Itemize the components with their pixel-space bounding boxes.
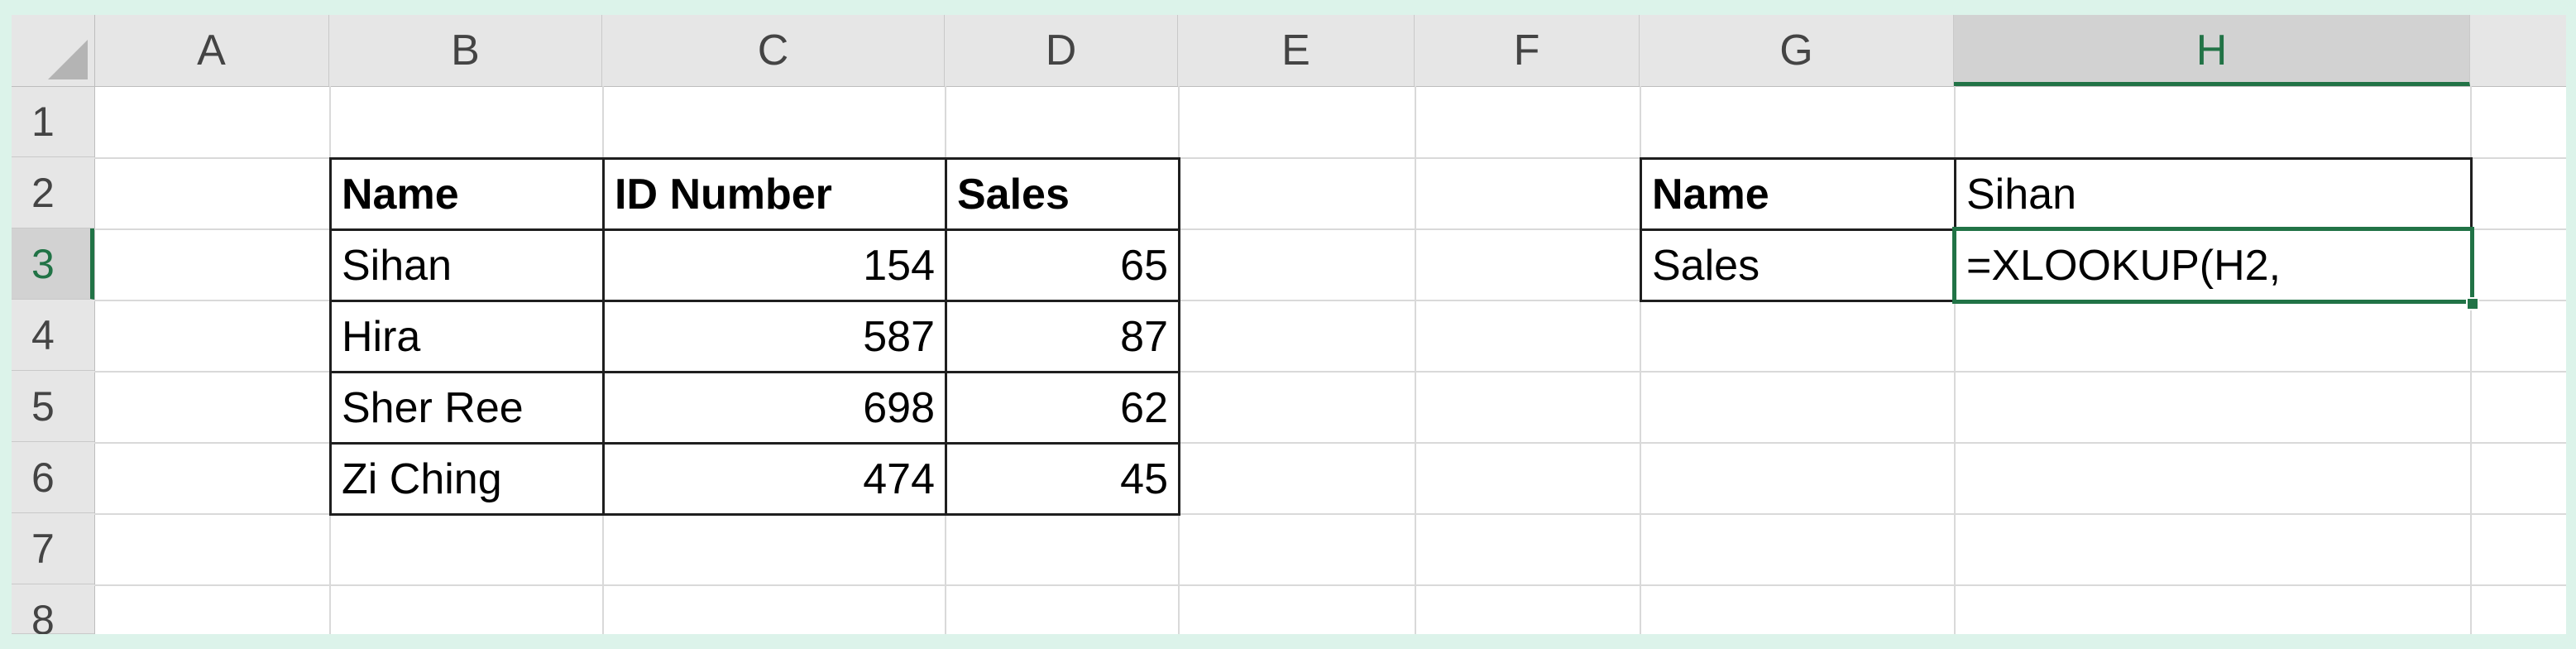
grid-line	[1640, 86, 1641, 634]
table-cell-name[interactable]: Hira	[329, 300, 605, 373]
table-header-id-number[interactable]: ID Number	[602, 157, 947, 231]
select-all-button[interactable]	[12, 15, 95, 87]
row-header-5[interactable]: 5	[12, 371, 94, 442]
table-cell-sales[interactable]: 65	[945, 228, 1180, 302]
row-header-4[interactable]: 4	[12, 300, 94, 371]
row-header-bar	[12, 15, 95, 634]
table-cell-sales[interactable]: 87	[945, 300, 1180, 373]
grid-line	[1954, 86, 1956, 634]
grid-line	[2470, 86, 2472, 634]
spreadsheet-grid[interactable]: A B C D E F G H 1 2 3 4 5 6 7 8 Name ID …	[12, 15, 2566, 634]
row-header-8[interactable]: 8	[12, 584, 94, 634]
column-header-g[interactable]: G	[1640, 15, 1954, 86]
column-header-e[interactable]: E	[1178, 15, 1415, 86]
table-header-sales[interactable]: Sales	[945, 157, 1180, 231]
row-header-3[interactable]: 3	[12, 228, 94, 300]
table-cell-name[interactable]: Zi Ching	[329, 442, 605, 516]
fill-handle[interactable]	[2466, 297, 2479, 310]
lookup-sales-label[interactable]: Sales	[1640, 228, 1956, 302]
grid-line	[94, 513, 2566, 515]
column-header-f[interactable]: F	[1415, 15, 1640, 86]
column-header-a[interactable]: A	[94, 15, 329, 86]
column-header-b[interactable]: B	[329, 15, 602, 86]
grid-line	[94, 442, 2566, 444]
grid-line	[94, 157, 2566, 159]
column-header-d[interactable]: D	[945, 15, 1178, 86]
row-header-7[interactable]: 7	[12, 513, 94, 584]
grid-line	[94, 228, 2566, 230]
select-all-triangle-icon	[48, 40, 88, 79]
grid-line	[94, 371, 2566, 373]
table-cell-sales[interactable]: 62	[945, 371, 1180, 445]
grid-line	[94, 300, 2566, 301]
table-cell-name[interactable]: Sher Ree	[329, 371, 605, 445]
grid-line	[1415, 86, 1416, 634]
grid-line	[94, 584, 2566, 586]
table-cell-id-number[interactable]: 587	[602, 300, 947, 373]
table-cell-id-number[interactable]: 474	[602, 442, 947, 516]
row-header-1[interactable]: 1	[12, 86, 94, 157]
column-header-h[interactable]: H	[1954, 15, 2470, 86]
lookup-name-label[interactable]: Name	[1640, 157, 1956, 231]
row-header-2[interactable]: 2	[12, 157, 94, 228]
column-header-c[interactable]: C	[602, 15, 945, 86]
table-cell-sales[interactable]: 45	[945, 442, 1180, 516]
table-header-name[interactable]: Name	[329, 157, 605, 231]
row-header-6[interactable]: 6	[12, 442, 94, 513]
table-cell-name[interactable]: Sihan	[329, 228, 605, 302]
lookup-name-value[interactable]: Sihan	[1954, 157, 2473, 231]
table-cell-id-number[interactable]: 154	[602, 228, 947, 302]
formula-input-cell[interactable]: =XLOOKUP(H2,	[1952, 227, 2474, 304]
table-cell-id-number[interactable]: 698	[602, 371, 947, 445]
